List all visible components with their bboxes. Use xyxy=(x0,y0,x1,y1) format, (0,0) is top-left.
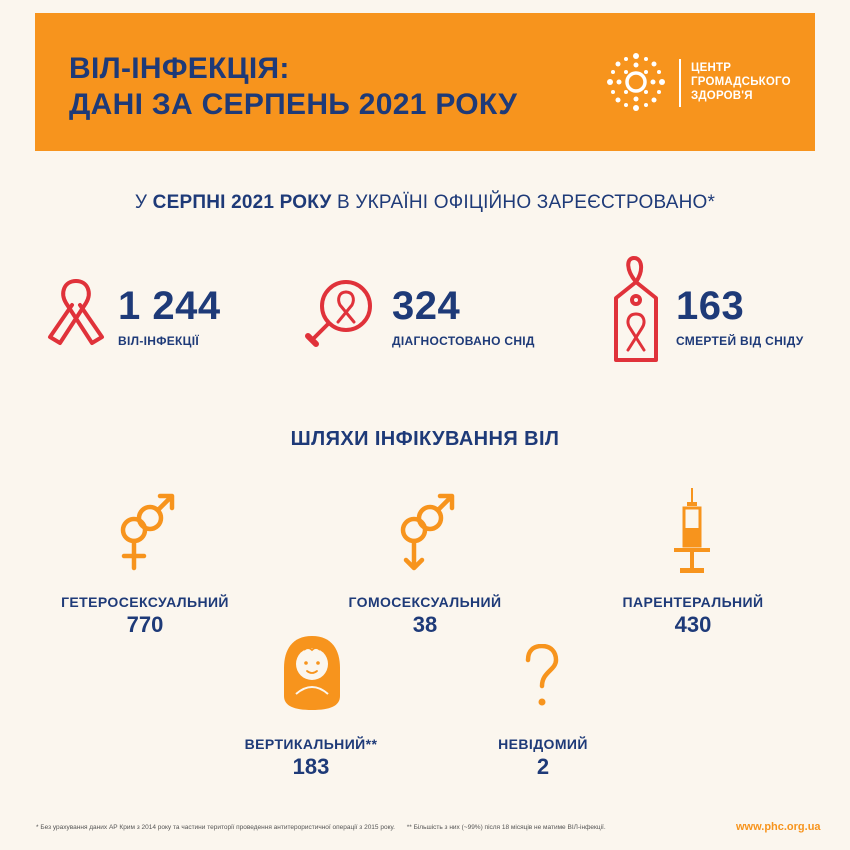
route-label: ГЕТЕРОСЕКСУАЛЬНИЙ xyxy=(61,594,229,610)
route-vertical: ВЕРТИКАЛЬНИЙ** 183 xyxy=(206,736,416,780)
route-unknown: НЕВІДОМИЙ 2 xyxy=(438,736,648,780)
stat-label: ДІАГНОСТОВАНО СНІД xyxy=(392,334,535,348)
route-value: 183 xyxy=(292,754,330,779)
route-label: ГОМОСЕКСУАЛЬНИЙ xyxy=(348,594,502,610)
stat-label: ВІЛ-ІНФЕКЦІЇ xyxy=(118,334,199,348)
stat-value: 324 xyxy=(392,284,461,328)
route-label: ВЕРТИКАЛЬНИЙ** xyxy=(244,736,378,752)
route-heterosexual: ГЕТЕРОСЕКСУАЛЬНИЙ 770 xyxy=(40,594,250,638)
route-value: 38 xyxy=(412,612,438,637)
magnifier-ribbon-icon xyxy=(305,280,372,347)
syringe-icon xyxy=(674,488,710,573)
headline-part-1: У xyxy=(134,192,153,213)
stat-value: 163 xyxy=(676,284,745,328)
footnote: * Без урахування даних АР Крим з 2014 ро… xyxy=(36,824,616,831)
logo-line-2: ГРОМАДСЬКОГО xyxy=(691,76,791,88)
stat-value: 1 244 xyxy=(118,284,221,328)
route-homosexual: ГОМОСЕКСУАЛЬНИЙ 38 xyxy=(320,594,530,638)
baby-icon xyxy=(284,636,340,710)
route-value: 2 xyxy=(536,754,550,779)
route-parenteral: ПАРЕНТЕРАЛЬНИЙ 430 xyxy=(588,594,798,638)
headline-part-3: В УКРАЇНІ ОФІЦІЙНО ЗАРЕЄСТРОВАНО* xyxy=(331,192,716,213)
footnote-1: * Без урахування даних АР Крим з 2014 ро… xyxy=(36,824,395,831)
title-line-1: ВІЛ-ІНФЕКЦІЯ: xyxy=(69,52,290,85)
logo-line-1: ЦЕНТР xyxy=(691,62,732,74)
tag-ribbon-icon xyxy=(614,256,658,362)
headline-part-2: СЕРПНІ 2021 РОКУ xyxy=(152,192,332,213)
routes-title: ШЛЯХИ ІНФІКУВАННЯ ВІЛ xyxy=(290,428,560,450)
logo-line-3: ЗДОРОВ'Я xyxy=(691,90,753,102)
route-value: 430 xyxy=(674,612,712,637)
route-value: 770 xyxy=(126,612,164,637)
logo-divider xyxy=(679,59,681,107)
route-label: ПАРЕНТЕРАЛЬНИЙ xyxy=(622,594,764,610)
stat-label: СМЕРТЕЙ ВІД СНІДУ xyxy=(676,334,804,348)
website-link[interactable]: www.phc.org.ua xyxy=(736,821,821,833)
logo-text: ЦЕНТР ГРОМАДСЬКОГО ЗДОРОВ'Я xyxy=(691,61,791,103)
homosexual-icon xyxy=(400,493,455,571)
heterosexual-icon xyxy=(120,493,175,571)
phc-logo-icon xyxy=(607,53,665,111)
header-banner: ВІЛ-ІНФЕКЦІЯ: ДАНІ ЗА СЕРПЕНЬ 2021 РОКУ … xyxy=(35,13,815,151)
ribbon-icon xyxy=(48,279,104,345)
footnote-2: ** Більшість з них (~99%) після 18 місяц… xyxy=(406,824,606,831)
title-line-2: ДАНІ ЗА СЕРПЕНЬ 2021 РОКУ xyxy=(69,88,518,121)
question-icon xyxy=(525,644,559,706)
headline: У СЕРПНІ 2021 РОКУ В УКРАЇНІ ОФІЦІЙНО ЗА… xyxy=(0,192,850,214)
route-label: НЕВІДОМИЙ xyxy=(498,736,588,752)
page-title: ВІЛ-ІНФЕКЦІЯ: ДАНІ ЗА СЕРПЕНЬ 2021 РОКУ xyxy=(69,51,517,123)
